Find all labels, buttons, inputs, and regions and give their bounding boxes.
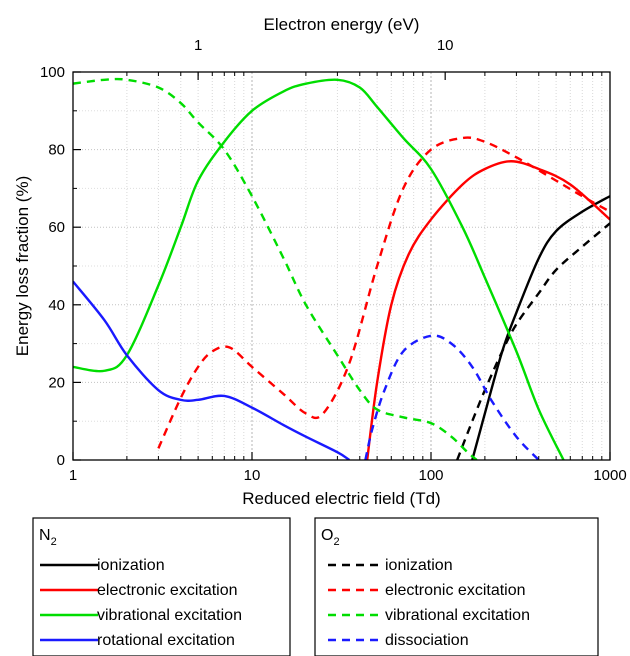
legend-o2: O2 ionization electronic excitation vibrati… [314,517,599,656]
legend-entry-label: vibrational excitation [385,607,530,624]
legend-title: N2 [39,527,57,548]
x-tick-label: 100 [418,467,443,484]
legend-title-subscript: 2 [51,536,57,548]
series-o2-dissociation-line [364,334,540,460]
legend-box [314,517,599,656]
y-tick-label: 40 [48,297,65,314]
legend-entry-label: vibrational excitation [97,607,242,624]
legend-entry-label: electronic excitation [97,582,238,599]
legend-entry-label: rotational excitation [97,632,235,649]
tick-marks [72,71,611,461]
series-n2-electronic-excitation-line [365,160,610,460]
legend-entry-label: ionization [97,557,165,574]
series-o2-ionization-line [456,222,610,460]
x-tick-label: 1 [69,467,77,484]
x-tick-label: 1000 [593,467,626,484]
top-tick-label: 1 [194,37,202,54]
legend-title: O2 [321,527,340,548]
legend-title-base: O [321,527,333,544]
legend-n2: N2 ionization electronic excitation vibrati… [32,517,291,656]
y-tick-label: 0 [57,452,65,469]
series-n2-ionization-line [471,195,610,460]
y-tick-label: 80 [48,142,65,159]
y-tick-label: 100 [40,64,65,81]
y-tick-label: 60 [48,219,65,236]
series-n2-rotational-excitation-line [73,280,351,460]
y-tick-label: 20 [48,374,65,391]
series-o2-vibrational-excitation-line [73,77,478,460]
x-tick-label: 10 [244,467,261,484]
legend-entry-label: ionization [385,557,453,574]
legend-entry-label: dissociation [385,632,469,649]
legend-entry-label: electronic excitation [385,582,526,599]
legend-title-subscript: 2 [333,536,339,548]
legend-title-base: N [39,527,51,544]
series-o2-electronic-excitation-line [157,136,610,449]
y-axis-label: Energy loss fraction (%) [13,176,32,356]
series-group [73,77,610,460]
legend-box [32,517,291,656]
top-tick-label: 10 [437,37,454,54]
series-n2-vibrational-excitation-line [73,78,565,460]
x-axis-label: Reduced electric field (Td) [242,489,440,508]
top-axis-label: Electron energy (eV) [264,15,420,34]
